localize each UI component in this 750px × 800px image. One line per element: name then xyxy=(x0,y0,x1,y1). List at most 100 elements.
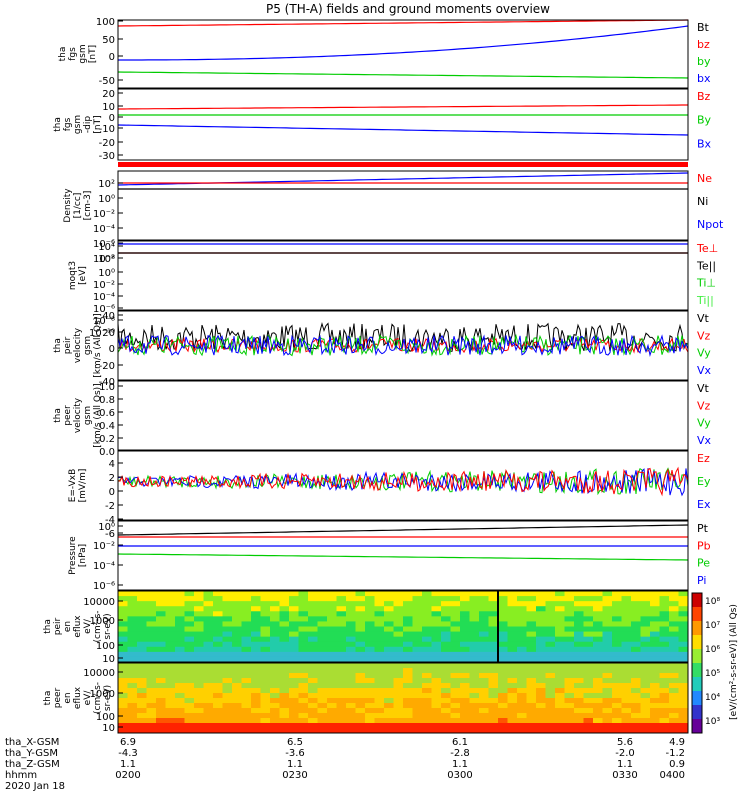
spectrogram-cell xyxy=(498,616,508,622)
spectrogram-cell xyxy=(251,601,261,607)
spectrogram-cell xyxy=(460,718,470,724)
spectrogram-cell xyxy=(431,663,442,669)
spectrogram-cell xyxy=(270,693,280,699)
spectrogram-cell xyxy=(156,656,166,663)
panel-4: 10⁴10²10⁰10⁻²10⁻⁴10⁻⁶10⁻⁸10⁻¹⁰moqt3[eV]T… xyxy=(68,240,718,339)
spectrogram-cell xyxy=(137,636,147,643)
spectrogram-cell xyxy=(650,713,660,719)
spectrogram-cell xyxy=(422,631,432,638)
y-tick-label: 1000 xyxy=(90,616,115,627)
spectrogram-cell xyxy=(555,606,565,612)
spectrogram-cell xyxy=(270,636,280,643)
spectrogram-cell xyxy=(631,708,641,714)
spectrogram-cell xyxy=(479,693,489,699)
y-axis-label-line: E=-VxB xyxy=(68,469,78,503)
spectrogram-cell xyxy=(232,723,242,729)
spectrogram-cell xyxy=(298,703,309,709)
spectrogram-cell xyxy=(127,668,138,674)
spectrogram-cell xyxy=(184,656,195,663)
spectrogram-cell xyxy=(479,663,489,669)
legend-entry: Vx xyxy=(697,364,712,377)
spectrogram-cell xyxy=(156,703,166,709)
spectrogram-cell xyxy=(203,698,214,704)
spectrogram-cell xyxy=(517,703,527,709)
spectrogram-cell xyxy=(545,646,556,653)
y-axis-label-line: en xyxy=(63,692,73,703)
spectrogram-cell xyxy=(498,688,508,694)
spectrogram-cell xyxy=(545,673,556,679)
spectrogram-cell xyxy=(203,708,214,714)
spectrogram-cell xyxy=(156,591,166,597)
spectrogram-cell xyxy=(317,683,328,689)
spectrogram-cell xyxy=(346,708,356,714)
spectrogram-cell xyxy=(517,641,527,648)
spectrogram-cell xyxy=(127,656,138,663)
spectrogram-cell xyxy=(460,713,470,719)
spectrogram-cell xyxy=(146,606,157,612)
spectrogram-cell xyxy=(194,636,204,643)
spectrogram-cell xyxy=(336,616,347,622)
spectrogram-cell xyxy=(403,606,413,612)
spectrogram-cell xyxy=(289,673,299,679)
spectrogram-cell xyxy=(517,611,527,617)
spectrogram-cell xyxy=(403,621,413,627)
spectrogram-cell xyxy=(631,631,641,638)
spectrogram-cell xyxy=(241,606,252,612)
spectrogram-cell xyxy=(431,708,442,714)
spectrogram-cell xyxy=(441,693,451,699)
spectrogram-cell xyxy=(203,718,214,724)
spectrogram-cell xyxy=(251,651,261,658)
spectrogram-cell xyxy=(241,616,252,622)
legend-entry: Ni xyxy=(697,195,708,208)
spectrogram-cell xyxy=(260,646,271,653)
spectrogram-cell xyxy=(393,718,404,724)
spectrogram-cell xyxy=(507,683,518,689)
y-tick-label: 0 xyxy=(109,52,115,63)
spectrogram-cell xyxy=(146,703,157,709)
spectrogram-cell xyxy=(241,708,252,714)
spectrogram-cell xyxy=(545,651,556,658)
spectrogram-cell xyxy=(412,718,423,724)
spectrogram-cell xyxy=(279,668,290,674)
spectrogram-cell xyxy=(355,631,366,638)
spectrogram-cell xyxy=(213,646,223,653)
spectrogram-cell xyxy=(555,693,565,699)
spectrogram-cell xyxy=(213,683,223,689)
spectrogram-cell xyxy=(213,591,223,597)
spectrogram-cell xyxy=(308,723,318,729)
spectrogram-cell xyxy=(564,641,575,648)
spectrogram-cell xyxy=(270,673,280,679)
spectrogram-cell xyxy=(317,708,328,714)
spectrogram-cell xyxy=(678,668,689,674)
spectrogram-cell xyxy=(650,631,660,638)
spectrogram-cell xyxy=(203,683,214,689)
spectrogram-cell xyxy=(602,728,613,734)
spectrogram-cell xyxy=(232,646,242,653)
y-axis-label-line: peir xyxy=(63,336,73,354)
y-axis-label-line: [eV] xyxy=(78,266,88,285)
spectrogram-cell xyxy=(631,596,641,602)
y-axis-label: thafgsgsm[nT] xyxy=(58,44,98,63)
spectrogram-cell xyxy=(669,631,679,638)
spectrogram-cell xyxy=(213,703,223,709)
spectrogram-cell xyxy=(564,601,575,607)
spectrogram-cell xyxy=(488,621,499,627)
spectrogram-cell xyxy=(260,651,271,658)
spectrogram-cell xyxy=(469,688,480,694)
spectrogram-cell xyxy=(469,673,480,679)
spectrogram-cell xyxy=(165,728,176,734)
spectrogram-cell xyxy=(175,693,185,699)
spectrogram-cell xyxy=(640,606,651,612)
spectrogram-cell xyxy=(279,698,290,704)
spectrogram-cell xyxy=(536,606,546,612)
spectrogram-cell xyxy=(479,688,489,694)
spectrogram-cell xyxy=(555,646,565,653)
spectrogram-cell xyxy=(612,718,622,724)
spectrogram-cell xyxy=(374,728,385,734)
spectrogram-cell xyxy=(308,703,318,709)
spectrogram-cell xyxy=(526,596,537,602)
spectrogram-cell xyxy=(659,678,670,684)
spectrogram-cell xyxy=(251,668,261,674)
spectrogram-cell xyxy=(564,646,575,653)
spectrogram-cell xyxy=(222,601,233,607)
